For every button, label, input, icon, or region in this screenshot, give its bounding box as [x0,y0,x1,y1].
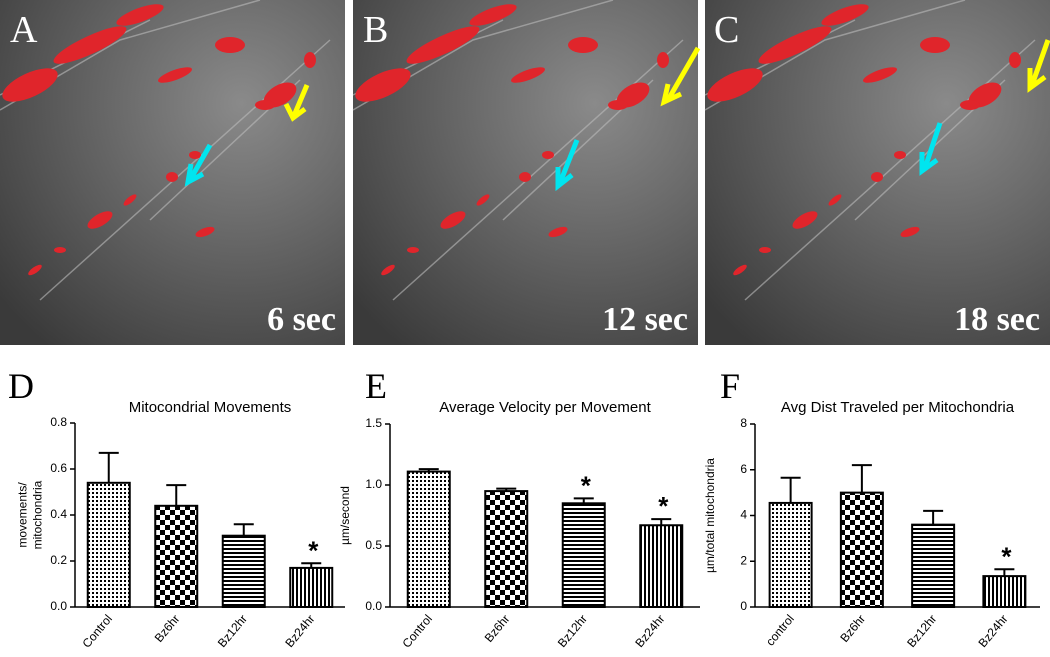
error-bar [651,518,672,526]
y-tick-label: 0 [740,599,747,613]
error-bar [994,568,1015,577]
micrograph [349,0,699,346]
significance-mark: * [658,491,669,521]
significance-mark: * [581,470,592,500]
x-tick-label: Bz12hr [215,612,250,650]
y-tick-label: 0.4 [50,507,67,521]
y-tick-label: 0.6 [50,461,67,475]
y-tick-label: 2 [740,553,747,567]
bar [406,470,451,608]
micrograph [701,0,1050,346]
y-axis-label: movements/ [16,482,30,548]
chart-title: Avg Dist Traveled per Mitochondria [781,399,1015,416]
chart-title: Average Velocity per Movement [439,399,651,416]
time-label: 18 sec [954,301,1040,338]
y-tick-label: 0.2 [50,553,67,567]
error-bar [301,562,322,568]
panel-letter: F [720,366,740,406]
x-tick-label: Bz6hr [482,612,513,645]
arrows [184,39,1050,192]
x-tick-label: Bz6hr [152,612,183,645]
significance-mark: * [1001,541,1012,571]
bar [221,534,266,609]
y-tick-label: 4 [740,508,747,522]
error-bar [923,509,944,525]
y-tick-label: 1.0 [365,477,382,491]
bar [982,575,1027,609]
error-bar [166,484,187,506]
error-bar [573,497,594,504]
y-axis-label: µm/second [338,486,352,545]
bar [154,504,199,608]
x-tick-label: control [763,612,797,649]
x-tick-label: Control [79,612,115,651]
panel-letter: B [363,9,388,51]
chart-title: Mitocondrial Movements [129,399,292,416]
bar [86,481,131,608]
y-tick-label: 6 [740,462,747,476]
y-axis-label: mitochondria [31,480,45,549]
error-bar [780,476,801,503]
x-tick-label: Control [399,612,435,651]
bar [768,501,813,609]
time-label: 12 sec [602,301,688,338]
x-tick-label: Bz12hr [555,612,590,650]
error-bar [98,451,119,483]
bar [839,491,884,608]
error-bar [851,464,872,493]
bar [484,490,529,609]
y-tick-label: 0.0 [50,599,67,613]
x-tick-label: Bz24hr [282,612,317,650]
bar [911,523,956,609]
panel-letter: A [10,9,38,51]
x-tick-label: Bz12hr [904,612,939,650]
y-tick-label: 0.0 [365,599,382,613]
panel-letter: E [365,366,387,406]
y-axis-label: µm/total mitochondria [703,458,717,573]
y-tick-label: 1.5 [365,416,382,430]
panel-letter: D [8,366,34,406]
micrograph [0,0,346,346]
image-panels: A B C 6 sec 12 sec 18 sec [0,0,1050,346]
error-bar [496,487,517,492]
x-tick-label: Bz24hr [976,612,1011,650]
error-bar [233,523,254,536]
error-bar [418,468,439,472]
x-tick-label: Bz6hr [837,612,868,645]
time-label: 6 sec [267,301,336,338]
bar [561,502,606,608]
y-tick-label: 8 [740,416,747,430]
y-tick-label: 0.5 [365,538,382,552]
panel-letter: C [714,9,739,51]
bar [639,524,684,609]
y-tick-label: 0.8 [50,415,67,429]
bar [289,566,334,609]
x-tick-label: Bz24hr [632,612,667,650]
significance-mark: * [308,535,319,565]
